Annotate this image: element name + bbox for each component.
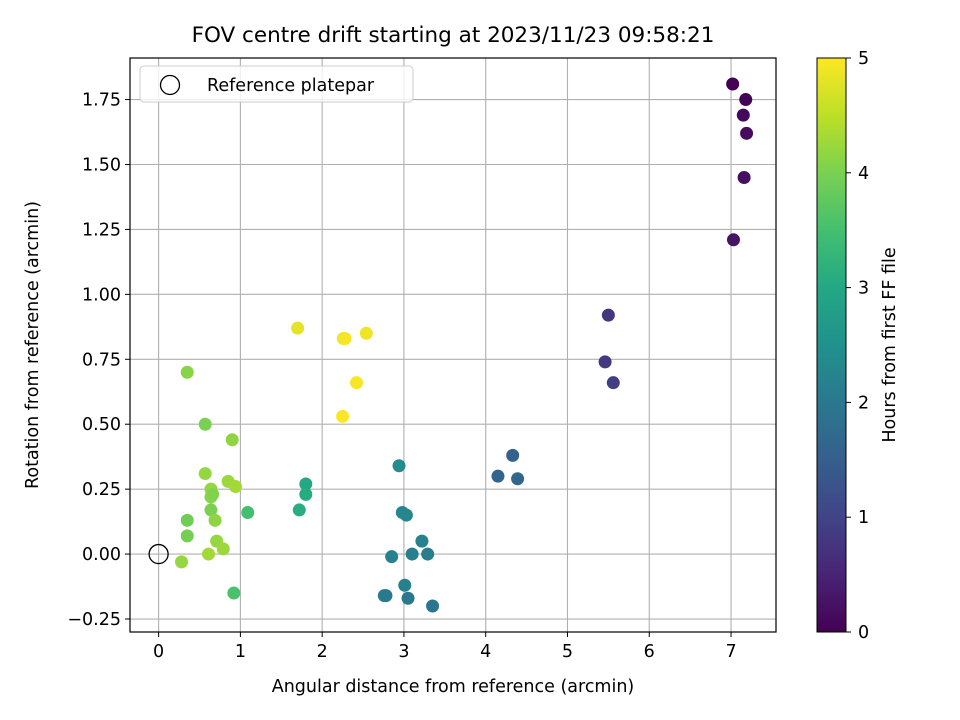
x-tick-label: 4 [480, 642, 491, 662]
data-point [350, 376, 364, 390]
data-point [208, 513, 222, 527]
data-point [202, 547, 216, 561]
data-point [598, 355, 612, 369]
plot-frame [129, 57, 777, 633]
x-tick-label: 1 [235, 642, 246, 662]
data-point [175, 555, 189, 569]
chart-title: FOV centre drift starting at 2023/11/23 … [192, 23, 715, 48]
colorbar-tick-label: 3 [858, 279, 869, 299]
data-point [227, 586, 241, 600]
data-point [198, 417, 212, 431]
data-point [299, 477, 313, 491]
reference-marker [148, 543, 169, 565]
data-point [398, 578, 412, 592]
data-point [726, 233, 740, 247]
x-axis-label: Angular distance from reference (arcmin) [272, 677, 635, 697]
data-point [606, 376, 620, 390]
colorbar-gradient [816, 57, 847, 633]
data-point [338, 332, 352, 346]
x-tick-label: 0 [153, 642, 164, 662]
data-point [292, 503, 306, 517]
y-tick-label: 0.25 [82, 480, 121, 500]
y-tick-label: 1.50 [82, 155, 121, 175]
data-point [241, 506, 255, 520]
colorbar-ticks: 0 1 2 3 4 5 [846, 49, 869, 643]
data-point [736, 108, 750, 122]
data-point [511, 472, 525, 486]
colorbar: 0 1 2 3 4 5 Hours from first FF file [816, 49, 900, 643]
y-tick-label: −0.25 [67, 610, 121, 630]
x-tick-label: 3 [398, 642, 409, 662]
data-point [415, 534, 429, 548]
data-point [740, 126, 754, 140]
reference-platepar-point [148, 543, 169, 565]
legend-open-circle-marker [159, 74, 181, 96]
x-tick-label: 6 [644, 642, 655, 662]
data-point [216, 542, 230, 556]
data-point [399, 508, 413, 522]
data-point [421, 547, 435, 561]
legend-box [139, 65, 414, 103]
data-point [737, 170, 751, 184]
y-tick-label: 1.00 [82, 285, 121, 305]
data-point [405, 547, 419, 561]
data-point [401, 591, 415, 605]
y-tick-label: 0.00 [82, 545, 121, 565]
data-point [299, 487, 313, 501]
data-point [204, 503, 218, 517]
colorbar-label: Hours from first FF file [880, 247, 900, 442]
data-point [385, 550, 399, 564]
data-point [379, 589, 393, 603]
data-point [726, 77, 740, 91]
data-point [206, 487, 220, 501]
data-point [392, 459, 406, 473]
y-axis-ticks: −0.25 0.00 0.25 0.50 0.75 1.00 1.25 1.50 1.75 [67, 91, 130, 630]
data-point [506, 448, 520, 462]
colorbar-tick-label: 0 [858, 623, 869, 643]
data-point [198, 467, 212, 481]
y-tick-label: 1.75 [82, 91, 121, 111]
data-point [359, 326, 373, 340]
colorbar-tick-label: 4 [858, 164, 869, 184]
colorbar-tick-label: 1 [858, 508, 869, 528]
data-point [228, 480, 242, 494]
legend: Reference platepar [139, 65, 414, 103]
colorbar-tick-label: 2 [858, 393, 869, 413]
data-point [336, 409, 350, 423]
x-axis-ticks: 0 1 2 3 4 5 6 7 [153, 632, 737, 662]
y-tick-label: 0.50 [82, 415, 121, 435]
data-point [180, 529, 194, 543]
data-points [175, 77, 754, 613]
x-tick-label: 2 [317, 642, 328, 662]
data-point [225, 433, 239, 447]
y-axis-label: Rotation from reference (arcmin) [23, 201, 43, 489]
y-tick-label: 1.25 [82, 220, 121, 240]
x-tick-label: 5 [562, 642, 573, 662]
y-tick-label: 0.75 [82, 350, 121, 370]
data-point [601, 308, 615, 322]
data-point [491, 469, 505, 483]
legend-entry-reference-platepar: Reference platepar [207, 76, 375, 96]
x-tick-label: 7 [725, 642, 736, 662]
data-point [180, 365, 194, 379]
data-point [739, 93, 753, 107]
data-point [291, 321, 305, 335]
colorbar-tick-label: 5 [858, 49, 869, 69]
data-point [180, 513, 194, 527]
data-point [426, 599, 440, 613]
